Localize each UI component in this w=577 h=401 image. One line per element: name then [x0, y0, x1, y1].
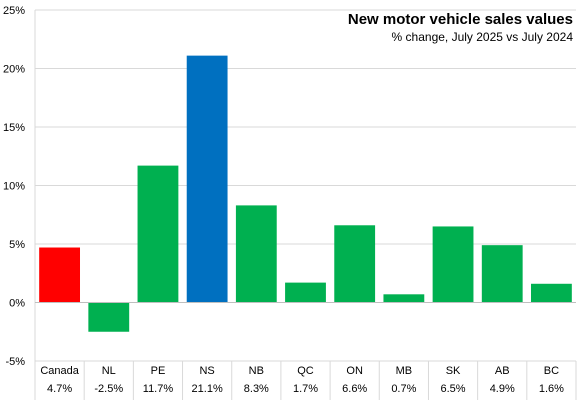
value-label: 1.7% — [293, 383, 318, 395]
bar-nb — [235, 205, 277, 303]
category-label: QC — [297, 365, 314, 377]
value-label: 0.7% — [391, 383, 416, 395]
value-label: 6.6% — [342, 383, 367, 395]
category-label: AB — [495, 365, 510, 377]
labels: -5% 0% 5% 10% 15% 20% 25% Canada 4.7% NL -2.5% PE 11… — [3, 5, 564, 395]
value-label: 8.3% — [244, 383, 269, 395]
chart-subtitle: % change, July 2025 vs July 2024 — [391, 30, 573, 44]
y-tick-label: 0% — [9, 298, 25, 310]
gridlines — [35, 9, 576, 362]
value-label: 4.9% — [490, 383, 515, 395]
category-label: SK — [446, 365, 461, 377]
bar-sk — [432, 226, 474, 303]
category-label: Canada — [40, 365, 79, 377]
bar-qc — [285, 282, 326, 303]
bars — [39, 55, 572, 332]
axes — [34, 10, 577, 400]
bar-on — [334, 225, 376, 303]
chart-title: New motor vehicle sales values — [347, 11, 573, 28]
value-label: 11.7% — [143, 383, 174, 395]
category-label: NB — [249, 365, 264, 377]
title-block: New motor vehicle sales values % change,… — [348, 10, 573, 45]
value-label: 6.5% — [441, 383, 466, 395]
bar-mb — [383, 294, 425, 303]
value-label: 4.7% — [47, 383, 72, 395]
bar-bc — [530, 283, 572, 303]
bar-canada — [39, 247, 81, 303]
y-tick-label: 10% — [3, 181, 25, 193]
category-label: PE — [151, 365, 166, 377]
category-label: ON — [346, 365, 363, 377]
y-tick-label: 25% — [3, 5, 25, 17]
y-tick-label: 15% — [3, 122, 25, 134]
category-label: NS — [199, 365, 214, 377]
category-label: NL — [102, 365, 116, 377]
y-tick-label: -5% — [5, 356, 25, 368]
y-tick-label: 5% — [9, 239, 25, 251]
y-tick-label: 20% — [3, 64, 25, 76]
value-label: 1.6% — [539, 383, 564, 395]
bar-ns — [186, 55, 228, 303]
value-label: -2.5% — [94, 383, 123, 395]
bar-ab — [481, 245, 523, 303]
bar-pe — [137, 165, 179, 303]
category-label: BC — [544, 365, 559, 377]
category-label: MB — [396, 365, 413, 377]
value-label: 21.1% — [192, 383, 223, 395]
bar-nl — [88, 302, 130, 332]
